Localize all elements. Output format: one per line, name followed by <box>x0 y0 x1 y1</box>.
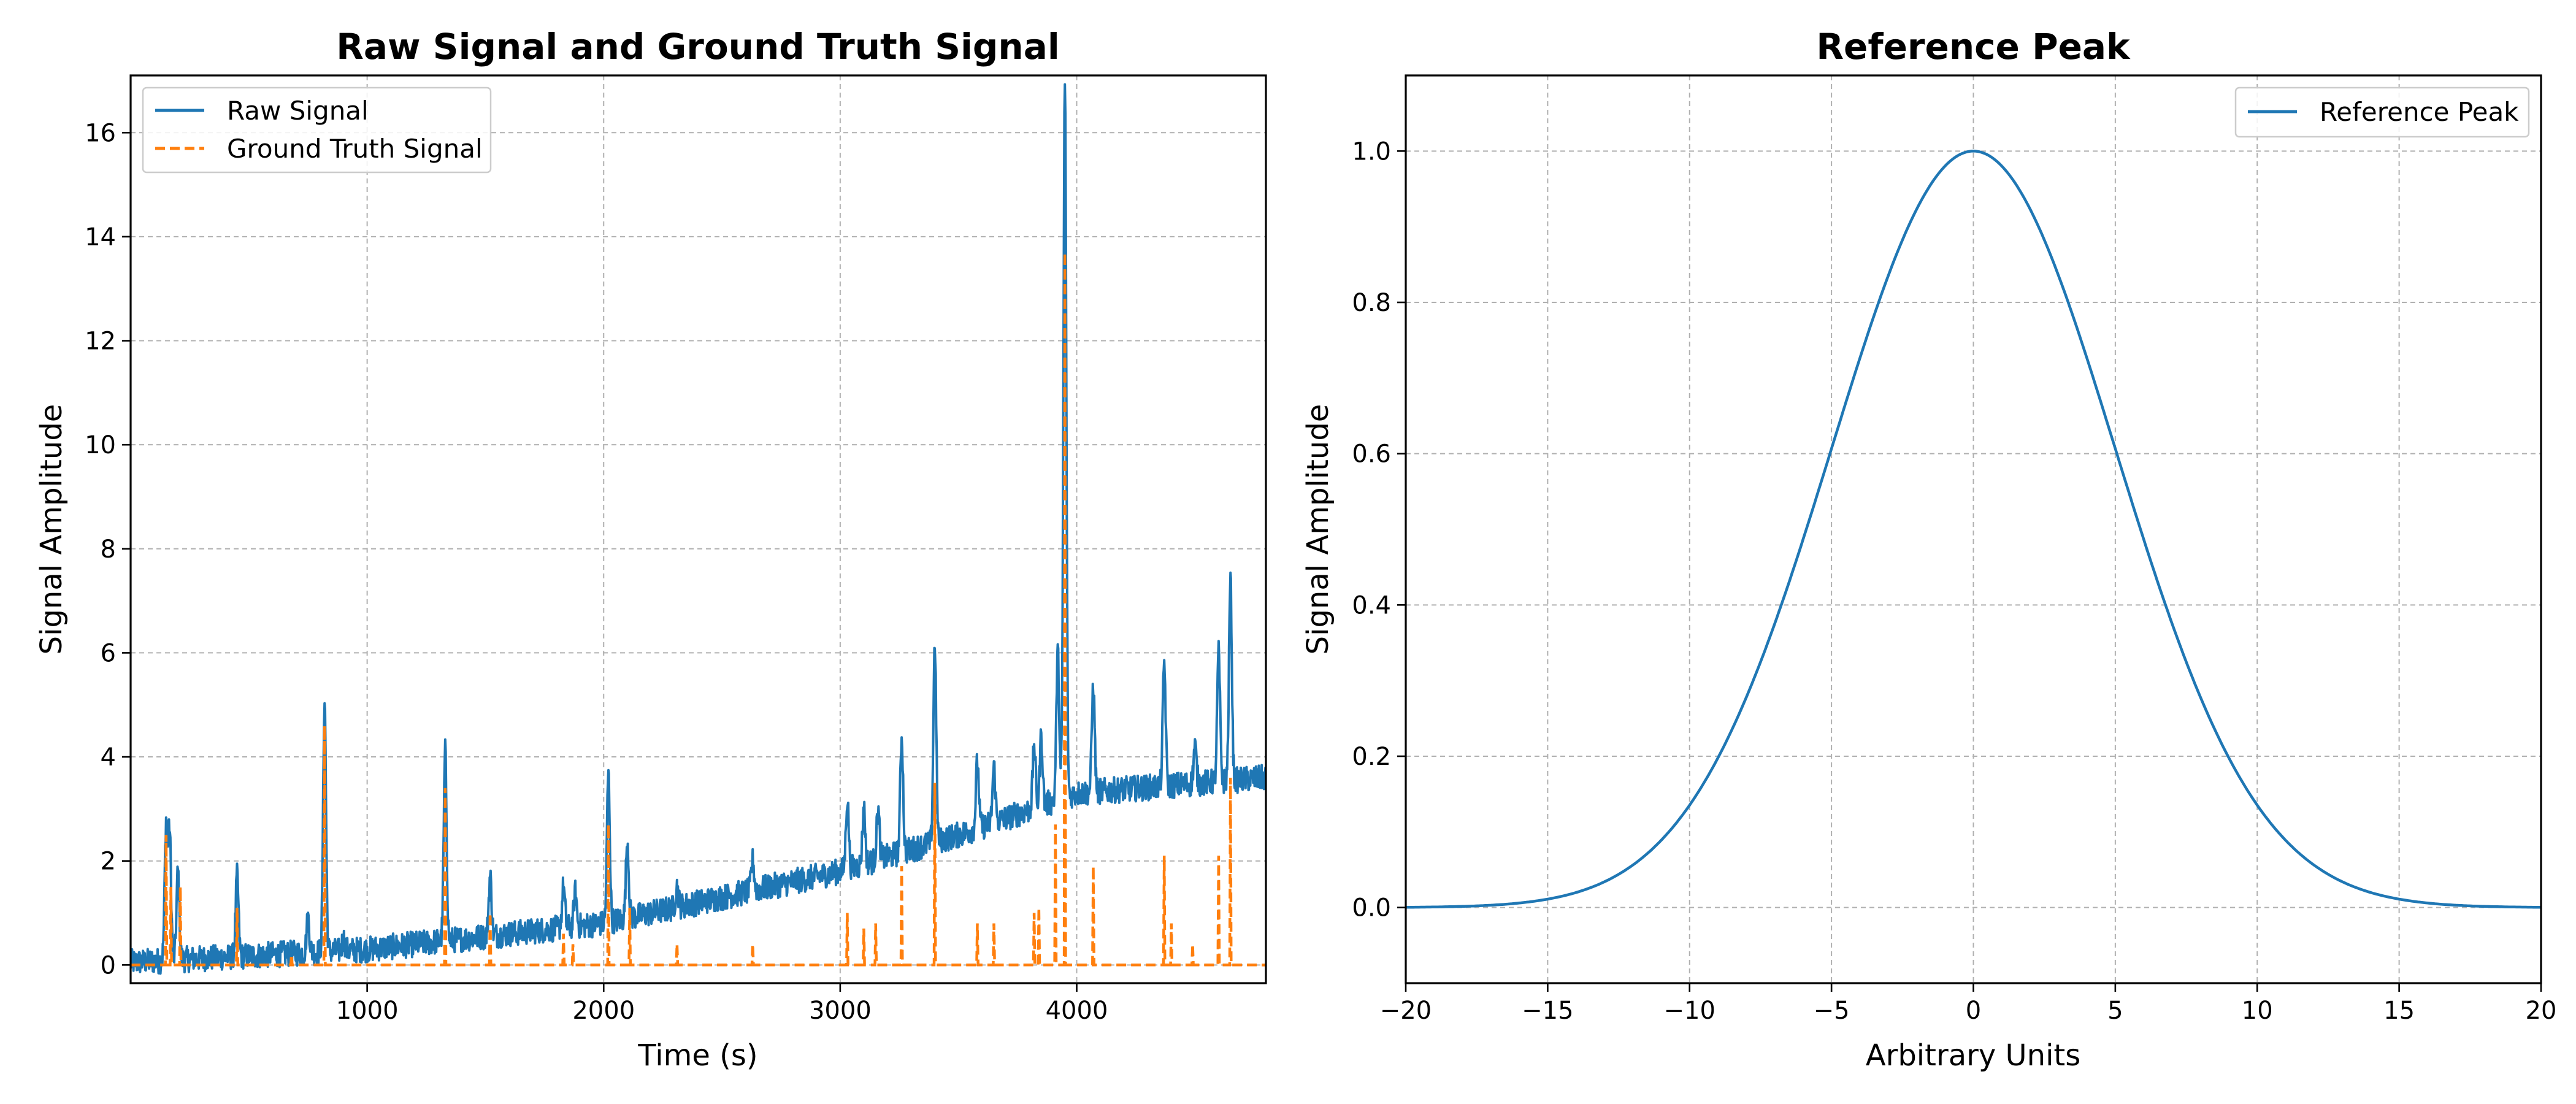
left-gridlines <box>131 75 1266 983</box>
left-y-tick-label: 4 <box>101 743 116 772</box>
right-legend-box <box>2234 86 2530 138</box>
right-x-tick-label: −10 <box>1664 997 1715 1025</box>
left-y-tick-label: 6 <box>101 639 116 667</box>
right-x-tick-label: −20 <box>1380 997 1432 1025</box>
left-x-axis-label: Time (s) <box>637 1038 757 1073</box>
left-chart-panel: 1000 2000 3000 4000 0 2 4 6 8 10 12 14 16 Raw Signal… <box>34 26 1267 1073</box>
right-x-tick-label: −15 <box>1522 997 1573 1025</box>
right-x-tick-label: 0 <box>1966 997 1981 1025</box>
right-axes-frame <box>1405 74 2542 984</box>
right-y-tick-label: 0.2 <box>1352 743 1391 771</box>
left-y-tick-label: 0 <box>101 951 116 979</box>
right-y-tick-label: 0.8 <box>1352 289 1391 317</box>
left-y-tick-label: 10 <box>85 431 116 459</box>
ground-truth-signal-line <box>131 252 1266 967</box>
right-y-tick-label: 0.0 <box>1352 894 1391 922</box>
right-y-tick-label: 0.6 <box>1352 440 1391 469</box>
left-y-tick-label: 16 <box>85 119 116 147</box>
left-x-tick-label: 1000 <box>336 997 399 1025</box>
left-legend: Raw Signal Ground Truth Signal <box>142 86 492 174</box>
left-chart-title: Raw Signal and Ground Truth Signal <box>336 26 1060 67</box>
right-x-tick-label: 5 <box>2107 997 2123 1025</box>
legend-label-reference-peak: Reference Peak <box>2320 97 2519 127</box>
left-axes-frame <box>129 74 1267 984</box>
right-gridlines <box>1406 75 2541 983</box>
left-ticks: 1000 2000 3000 4000 0 2 4 6 8 10 12 14 16 <box>85 119 1108 1025</box>
right-chart-panel: −20 −15 −10 −5 0 5 10 15 20 0.0 0.2 0.4 0.6 0.8 1.0 Re… <box>1301 26 2556 1073</box>
right-series-group <box>1406 150 2541 909</box>
left-x-tick-label: 3000 <box>809 997 872 1025</box>
raw-signal-line <box>131 83 1266 975</box>
left-y-tick-label: 8 <box>101 535 116 564</box>
left-x-tick-label: 4000 <box>1046 997 1108 1025</box>
right-x-tick-label: 15 <box>2383 997 2415 1025</box>
legend-label-raw-signal: Raw Signal <box>227 96 369 126</box>
legend-label-ground-truth: Ground Truth Signal <box>227 134 483 164</box>
left-legend-box <box>142 86 492 174</box>
right-x-tick-label: 20 <box>2526 997 2557 1025</box>
right-y-axis-label: Signal Amplitude <box>1301 404 1335 655</box>
right-chart-title: Reference Peak <box>1816 26 2131 67</box>
right-x-axis-label: Arbitrary Units <box>1866 1038 2080 1073</box>
right-ticks: −20 −15 −10 −5 0 5 10 15 20 0.0 0.2 0.4 0.6 0.8 1.0 <box>1352 137 2556 1025</box>
right-y-tick-label: 0.4 <box>1352 591 1391 619</box>
left-y-tick-label: 12 <box>85 328 116 356</box>
right-legend: Reference Peak <box>2234 86 2530 138</box>
left-x-tick-label: 2000 <box>572 997 635 1025</box>
right-x-tick-label: 10 <box>2242 997 2273 1025</box>
left-y-tick-label: 14 <box>85 223 116 251</box>
left-series-group <box>131 83 1266 975</box>
reference-peak-line <box>1406 150 2541 909</box>
right-x-tick-label: −5 <box>1814 997 1850 1025</box>
left-y-axis-label: Signal Amplitude <box>34 404 69 655</box>
left-y-tick-label: 2 <box>101 848 116 876</box>
right-y-tick-label: 1.0 <box>1352 137 1391 166</box>
